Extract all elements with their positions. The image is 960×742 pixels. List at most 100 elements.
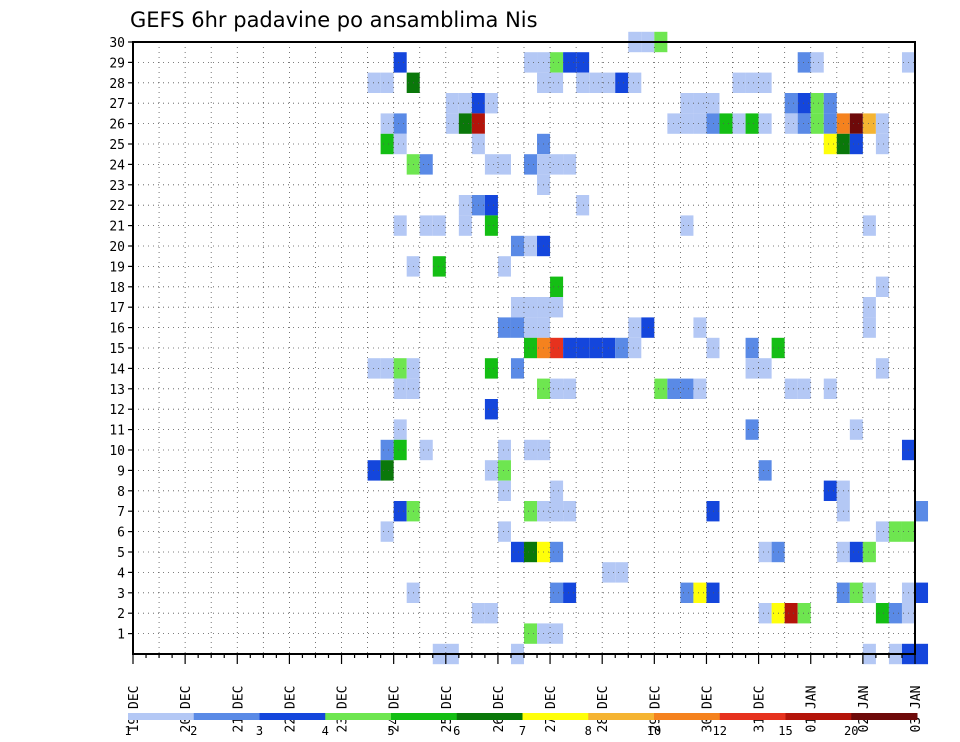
heatmap-cell [380,460,394,481]
legend-swatch [851,713,918,720]
heatmap-cell [458,93,472,114]
heatmap-cell [510,235,524,257]
x-axis: 19 DEC 20 DEC 21 DEC 22 DEC 23 DEC 24 DEC 25 D… [127,654,924,732]
color-legend: 1 2 3 4 5 6 7 8 10 12 15 20 [124,713,918,738]
heatmap-cell [367,358,381,379]
heatmap-cell [419,439,433,461]
y-tick-label: 13 [109,383,125,398]
y-tick-label: 15 [109,342,125,357]
legend-label: 3 [256,724,263,738]
heatmap-cell [745,72,759,93]
heatmap-cell [823,378,837,399]
heatmap-cell [719,113,733,134]
heatmap-cell [576,195,590,216]
heatmap-cell [589,337,603,359]
heatmap-cell [458,215,472,236]
heatmap-cell [849,582,863,603]
heatmap-cell [615,337,629,359]
heatmap-cell [862,297,876,318]
heatmap-cell [680,93,694,114]
heatmap-cell [875,358,889,379]
heatmap-cell [628,337,642,359]
x-tick-label: 22 DEC [283,686,298,733]
heatmap-cell [797,52,811,73]
x-tick-label: 27 DEC [544,686,559,733]
heatmap-cell [393,52,407,73]
y-tick-label: 12 [109,403,125,418]
heatmap-cell [693,378,707,399]
x-tick-label: 31 DEC [753,686,768,733]
heatmap-cell [550,480,564,501]
legend-swatch [522,713,589,720]
heatmap-cell [680,378,694,399]
heatmap-cell [849,133,863,155]
legend-label: 12 [713,724,727,738]
legend-swatch [193,713,260,720]
heatmap-cell [693,582,707,603]
legend-label: 20 [844,724,858,738]
legend-label: 10 [647,724,661,738]
y-tick-label: 6 [117,526,125,541]
heatmap-cell [563,154,577,175]
heatmap-cell [862,541,876,563]
heatmap-cell [563,501,577,522]
heatmap-cell [367,460,381,481]
heatmap-cell [393,358,407,379]
heatmap-cell [706,337,720,359]
heatmap-cell [875,521,889,542]
heatmap-cell [393,419,407,440]
y-tick-label: 25 [109,138,125,153]
y-tick-label: 1 [117,628,125,643]
heatmap-cell [393,133,407,155]
heatmap-cell [823,480,837,501]
legend-label: 2 [190,724,197,738]
heatmap-cell [849,541,863,563]
heatmap-cell [758,603,772,624]
heatmap-cell [563,582,577,603]
heatmap-cell [641,317,655,338]
y-tick-label: 3 [117,587,125,602]
legend-swatch [128,713,195,720]
heatmap-cell [862,215,876,236]
heatmap-cell [706,93,720,114]
heatmap-cell [497,256,511,277]
heatmap-cell [810,52,824,73]
legend-label: 1 [124,724,131,738]
heatmap-cell [875,276,889,297]
heatmap-cell [784,93,798,114]
y-tick-label: 23 [109,179,125,194]
heatmap-cell [823,113,837,134]
legend-swatch [456,713,523,720]
heatmap-cell [550,154,564,175]
heatmap-cell [576,337,590,359]
heatmap-cell [484,93,498,114]
heatmap-cell [797,113,811,134]
grid-lines [133,41,915,654]
heatmap-cell [510,358,524,379]
x-tick-label: 28 DEC [596,686,611,733]
heatmap-cell [745,419,759,440]
heatmap-cell [419,215,433,236]
heatmap-cell [823,93,837,114]
heatmap-cell [745,358,759,379]
x-tick-label: 01 JAN [805,686,820,733]
y-tick-label: 22 [109,199,125,214]
heatmap-cell [550,297,564,318]
heatmap-cell [576,52,590,73]
heatmap-cell [445,93,459,114]
legend-swatch [391,713,458,720]
legend-swatch [259,713,326,720]
heatmap-cell [550,72,564,93]
heatmap-cell [484,460,498,481]
heatmap-cell [484,215,498,236]
y-tick-label: 21 [109,220,125,235]
heatmap-cell [524,439,538,461]
heatmap-cell [862,317,876,338]
heatmap-cell [628,317,642,338]
heatmap-cell [784,113,798,134]
heatmap-cell [589,72,603,93]
y-tick-label: 11 [109,424,125,439]
x-tick-label: 03 JAN [909,686,924,733]
heatmap-cell [732,113,746,134]
heatmap-cell [484,154,498,175]
